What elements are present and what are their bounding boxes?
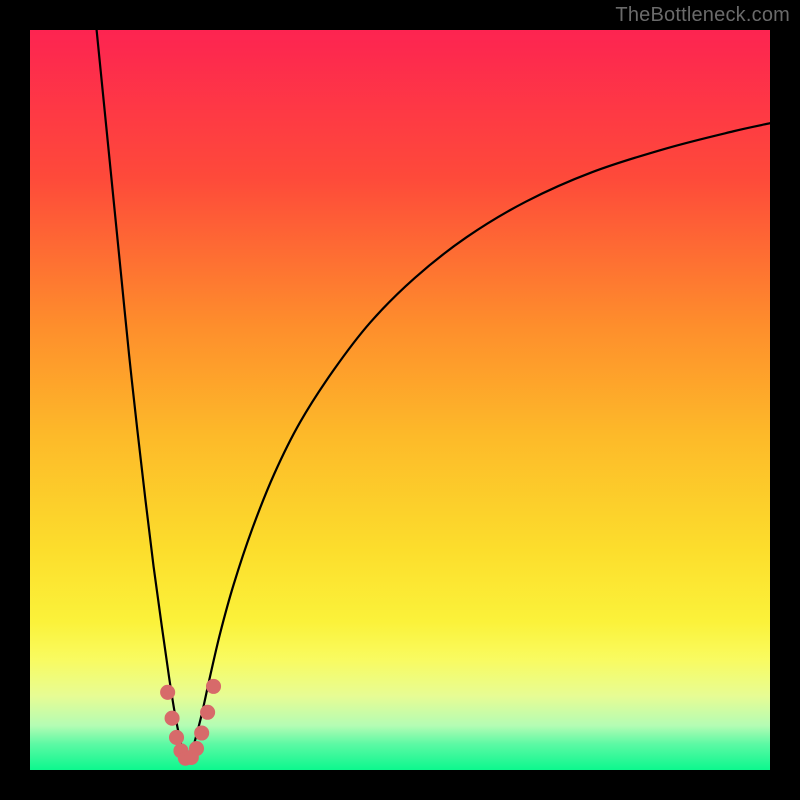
data-marker: [169, 730, 183, 744]
data-marker: [206, 679, 220, 693]
chart-background-gradient: [30, 30, 770, 770]
data-marker: [189, 742, 203, 756]
data-marker: [165, 711, 179, 725]
data-marker: [195, 726, 209, 740]
chart-container: TheBottleneck.com: [0, 0, 800, 800]
bottleneck-chart: [0, 0, 800, 800]
data-marker: [201, 705, 215, 719]
watermark-text: TheBottleneck.com: [615, 4, 790, 27]
data-marker: [161, 685, 175, 699]
